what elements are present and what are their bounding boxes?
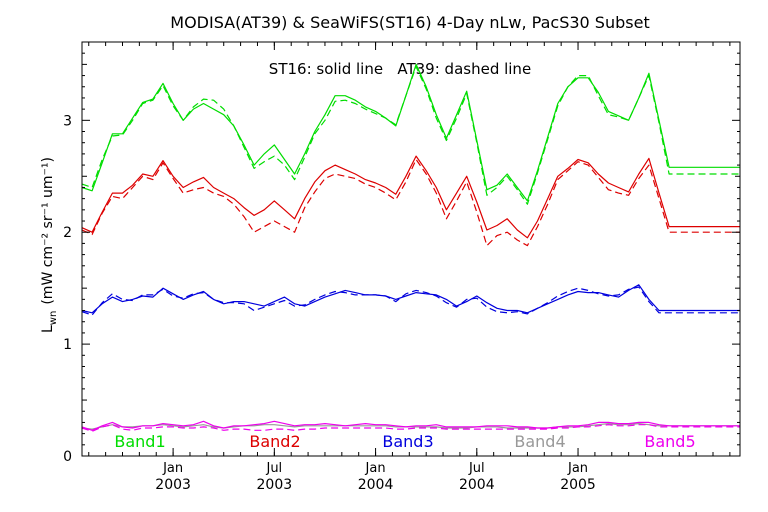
y-tick-label: 0 xyxy=(63,449,72,465)
svg-text:Lwn(mW cm⁻² sr⁻¹ um⁻¹): Lwn (mW cm⁻² sr⁻¹ um⁻¹) xyxy=(40,157,59,333)
x-tick-label-month: Jan xyxy=(162,461,183,476)
y-axis-label: Lwn (mW cm⁻² sr⁻¹ um⁻¹) xyxy=(40,157,59,333)
series-band1-dashed-line xyxy=(81,65,740,205)
x-tick-label-month: Jul xyxy=(468,461,485,476)
x-tick-label-month: Jul xyxy=(265,461,282,476)
x-tick-label-month: Jan xyxy=(567,461,588,476)
legend-band1: Band1 xyxy=(114,432,165,451)
series-band5-solid-line xyxy=(81,420,740,431)
legend: Band1 Band2 Band3 Band4 Band5 xyxy=(114,432,695,451)
series-band2-solid-line xyxy=(81,155,740,239)
series-band1-solid-line xyxy=(81,63,740,202)
x-tick-label-year: 2003 xyxy=(257,477,293,493)
series-band5-dashed-line xyxy=(81,424,740,432)
y-axis-label-unit: (mW cm⁻² sr⁻¹ um⁻¹) xyxy=(40,157,56,305)
series-band2-dashed-line xyxy=(81,158,740,247)
x-tick-label-year: 2004 xyxy=(358,477,394,493)
chart-title: MODISA(AT39) & SeaWiFS(ST16) 4-Day nLw, … xyxy=(170,13,649,32)
plot-frame xyxy=(81,41,741,457)
legend-band5: Band5 xyxy=(644,432,695,451)
x-tick-label-year: 2003 xyxy=(155,477,191,493)
y-axis-label-subscript: wn xyxy=(48,311,59,326)
series-band3-dashed-line xyxy=(81,286,740,316)
series-band3-solid-line xyxy=(81,284,740,314)
legend-band3: Band3 xyxy=(382,432,433,451)
series-layer xyxy=(81,63,740,432)
x-tick-label-month: Jan xyxy=(365,461,386,476)
y-tick-label: 3 xyxy=(63,113,72,129)
legend-band4: Band4 xyxy=(514,432,565,451)
y-axis-label-main: L xyxy=(40,325,56,333)
x-tick-label-year: 2005 xyxy=(560,477,596,493)
y-tick-label: 2 xyxy=(63,225,72,241)
y-tick-label: 1 xyxy=(63,337,72,353)
legend-band2: Band2 xyxy=(249,432,300,451)
line-style-annotation: ST16: solid line AT39: dashed line xyxy=(269,60,531,78)
x-tick-label-year: 2004 xyxy=(459,477,495,493)
